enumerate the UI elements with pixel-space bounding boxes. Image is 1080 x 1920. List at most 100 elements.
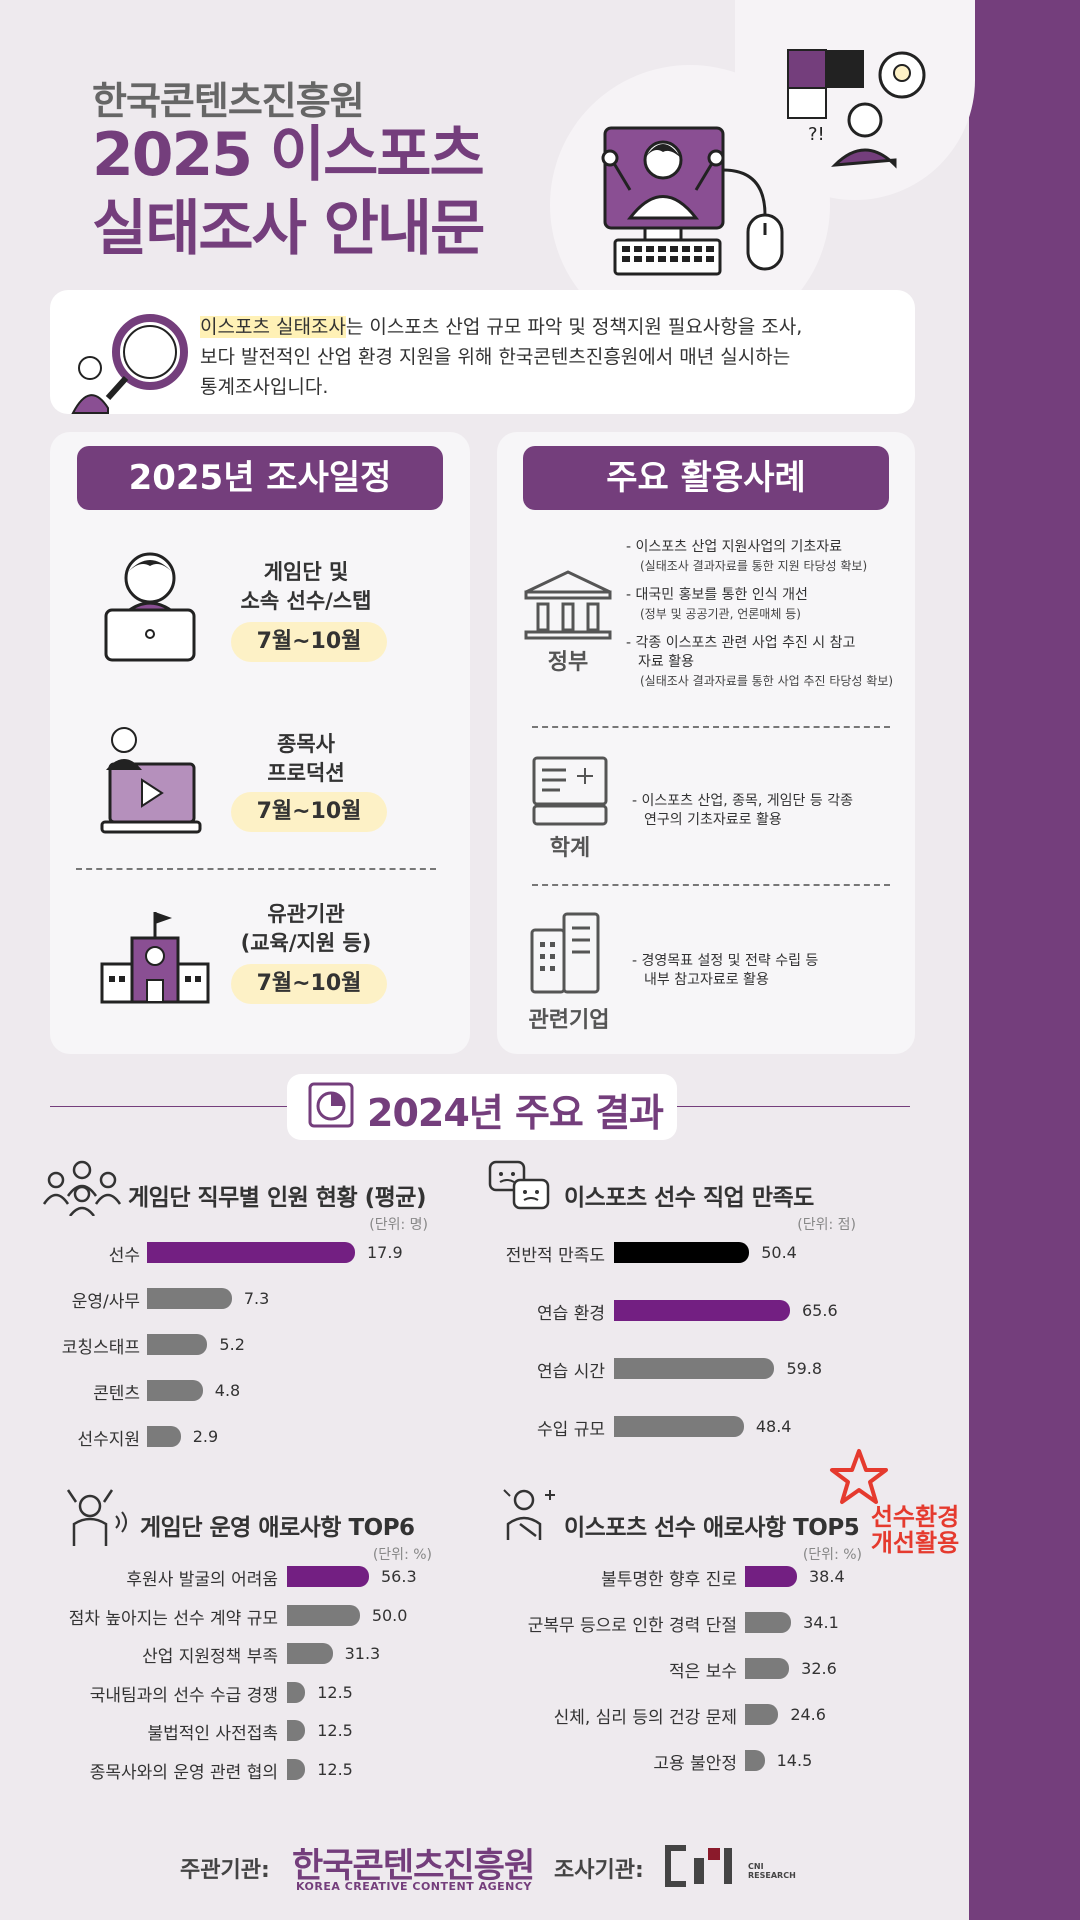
- pie-chart-icon: [308, 1082, 354, 1128]
- bar-label: 고용 불안정: [653, 1754, 737, 1774]
- bar-label: 연습 환경: [537, 1304, 605, 1324]
- bar-label: 군복무 등으로 인한 경력 단절: [527, 1616, 737, 1636]
- chart-unit: (단위: %): [372, 1547, 432, 1563]
- cni-logo-text: CNI RESEARCH: [748, 1862, 796, 1880]
- stamp-line: 개선활용: [870, 1529, 960, 1557]
- intro-line-2: 보다 발전적인 산업 환경 지원을 위해 한국콘텐츠진흥원에서 매년 실시하는: [200, 346, 791, 368]
- host-label: 주관기관:: [180, 1858, 270, 1883]
- chart-unit: (단위: 점): [797, 1217, 856, 1233]
- item-main: - 각종 이스포츠 관련 사업 추진 시 참고: [626, 635, 856, 651]
- schedule-period-pill: 7월~10월: [231, 792, 387, 832]
- video-screen-person-icon: [100, 727, 202, 834]
- list-item: - 이스포츠 산업 지원사업의 기초자료 (실태조사 결과자료를 통한 지원 타…: [626, 538, 916, 576]
- bar-label: 신체, 심리 등의 건강 문제: [553, 1708, 737, 1728]
- label-line: (교육/지원 등): [240, 931, 372, 955]
- item-sub: (실태조사 결과자료를 통한 사업 추진 타당성 확보): [640, 674, 894, 688]
- bar-value-label: 65.6: [802, 1301, 838, 1320]
- intro-box: [50, 290, 915, 414]
- job-headcount-chart: 선수 17.9 운영/사무 7.3 코칭스태프 5.2 콘텐츠 4.8 선수지원 2.9: [0, 1236, 480, 1456]
- cni-research-logo-icon: [665, 1845, 732, 1887]
- bar-value-label: 17.9: [367, 1243, 403, 1262]
- improvement-stamp: 선수환경 개선활용: [860, 1504, 970, 1556]
- schedule-heading: 2025년 조사일정: [77, 446, 443, 510]
- item-sub: (정부 및 공공기관, 언론매체 등): [640, 607, 801, 621]
- player-difficulty-icon: [503, 1489, 555, 1540]
- bar-value-label: 56.3: [381, 1567, 417, 1586]
- label-line: 프로덕션: [267, 761, 345, 785]
- bar-value-label: 32.6: [801, 1659, 837, 1678]
- svg-text:?!: ?!: [808, 124, 825, 145]
- survey-label: 조사기관:: [554, 1858, 644, 1883]
- item-sub: (실태조사 결과자료를 통한 지원 타당성 확보): [640, 559, 868, 573]
- bar: [745, 1704, 779, 1725]
- bar-value-label: 5.2: [219, 1335, 245, 1354]
- bar: [614, 1416, 744, 1437]
- bar-label: 불투명한 향후 진로: [601, 1570, 737, 1590]
- use-category-government: 정부: [547, 650, 589, 675]
- bar-label: 후원사 발굴의 어려움: [126, 1570, 278, 1590]
- intro-text: 이스포츠 실태조사는 이스포츠 산업 규모 파악 및 정책지원 필요사항을 조사…: [200, 312, 900, 402]
- bar-label: 불법적인 사전접촉: [147, 1724, 278, 1744]
- bar-value-label: 2.9: [192, 1427, 219, 1446]
- bar-value-label: 34.1: [803, 1613, 839, 1632]
- bar-value-label: 50.4: [761, 1243, 797, 1262]
- office-building-icon: [530, 912, 600, 994]
- school-building-icon: [100, 912, 210, 1004]
- bar-value-label: 4.8: [214, 1381, 241, 1400]
- job-satisfaction-chart: 전반적 만족도 50.4 연습 환경 65.6 연습 시간 59.8 수입 규모 48.4: [480, 1236, 950, 1456]
- list-item: - 각종 이스포츠 관련 사업 추진 시 참고 자료 활용 (실태조사 결과자료…: [626, 634, 916, 691]
- bar-label: 콘텐츠: [93, 1384, 140, 1404]
- bar: [147, 1242, 355, 1263]
- page-title: 2025 이스포츠 실태조사 안내문: [92, 118, 485, 266]
- divider: [532, 884, 890, 886]
- right-side-strip: [969, 0, 1080, 1920]
- label-line: 소속 선수/스탭: [240, 589, 372, 613]
- uses-panel: [497, 432, 915, 1054]
- chart-title: 게임단 운영 애로사항 TOP6: [140, 1515, 415, 1541]
- bar: [745, 1750, 765, 1771]
- bar: [287, 1643, 333, 1664]
- chart-unit: (단위: 명): [369, 1217, 428, 1233]
- bar-label: 코칭스태프: [61, 1338, 140, 1358]
- schedule-item-label: 유관기관 (교육/지원 등): [206, 900, 406, 958]
- results-heading: 2024년 주요 결과: [367, 1091, 664, 1135]
- bar-value-label: 59.8: [786, 1359, 823, 1378]
- chart-title: 이스포츠 선수 직업 만족도: [564, 1185, 814, 1211]
- uses-heading: 주요 활용사례: [523, 446, 889, 510]
- bar-label: 국내팀과의 선수 수급 경쟁: [89, 1685, 278, 1706]
- bar: [147, 1426, 181, 1447]
- list-item: - 경영목표 설정 및 전략 수립 등: [632, 953, 819, 969]
- divider: [532, 726, 890, 728]
- bar: [147, 1288, 232, 1309]
- bar-label: 점차 높아지는 선수 계약 규모: [68, 1608, 278, 1629]
- bar-label: 적은 보수: [669, 1662, 737, 1682]
- bar: [287, 1604, 360, 1626]
- label-line: 종목사: [277, 732, 335, 756]
- bar: [745, 1612, 792, 1633]
- item-main-cont: 자료 활용: [638, 654, 694, 670]
- schedule-period-pill: 7월~10월: [231, 964, 387, 1004]
- decorative-circle: [735, 0, 975, 200]
- companies-use-list: - 경영목표 설정 및 전략 수립 등 내부 참고자료로 활용: [632, 952, 902, 990]
- item-main: - 대국민 홍보를 통한 인식 개선: [626, 587, 808, 603]
- bar-label: 종목사와의 운영 관련 협의: [89, 1762, 278, 1783]
- host-name: 한국콘텐츠진흥원: [292, 1846, 535, 1886]
- chart-title: 게임단 직무별 인원 현황 (평균): [128, 1185, 426, 1211]
- intro-line-3: 통계조사입니다.: [200, 376, 329, 398]
- magnifier-person-icon: [71, 314, 188, 414]
- logo-text-line: CNI: [748, 1862, 764, 1871]
- chart-unit: (단위: %): [802, 1547, 862, 1563]
- bar: [287, 1681, 306, 1703]
- divider: [76, 868, 436, 870]
- red-star-mark-icon: [830, 1449, 888, 1504]
- bar-label: 전반적 만족도: [505, 1246, 605, 1266]
- bar-value-label: 7.3: [243, 1289, 270, 1308]
- bar-label: 운영/사무: [71, 1292, 140, 1312]
- player-difficulties-chart: 불투명한 향후 진로 38.4 군복무 등으로 인한 경력 단절 34.1 적은 보수 3…: [480, 1566, 950, 1796]
- list-item: 내부 참고자료로 활용: [644, 972, 769, 988]
- host-name-en: KOREA CREATIVE CONTENT AGENCY: [296, 1880, 532, 1893]
- government-use-list: - 이스포츠 산업 지원사업의 기초자료 (실태조사 결과자료를 통한 지원 타…: [626, 538, 916, 701]
- bar-label: 산업 지원정책 부족: [142, 1647, 278, 1667]
- bar: [745, 1658, 790, 1679]
- chart-title: 이스포츠 선수 애로사항 TOP5: [564, 1515, 860, 1541]
